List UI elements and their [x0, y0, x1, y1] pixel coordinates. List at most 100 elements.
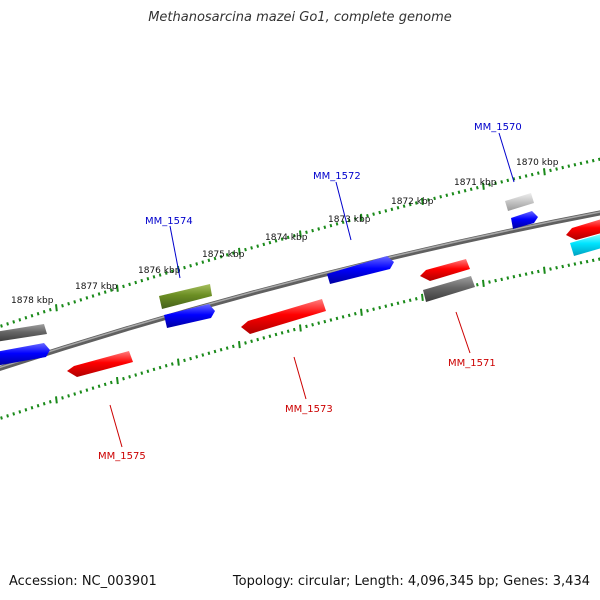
minor-tick: [18, 318, 22, 322]
gene-label-leader: [335, 181, 352, 241]
gene-feature-blue[interactable]: [0, 343, 50, 366]
minor-tick: [445, 193, 449, 198]
minor-tick: [573, 163, 577, 167]
gene-label-leader: [169, 225, 181, 279]
minor-tick: [146, 369, 150, 374]
major-tick: [360, 308, 363, 316]
minor-tick: [274, 332, 278, 337]
minor-tick: [201, 353, 205, 357]
minor-tick: [61, 304, 64, 308]
gene-feature-red[interactable]: [566, 218, 600, 240]
minor-tick: [573, 262, 577, 266]
minor-tick: [24, 316, 28, 320]
tick-label: 1878 kbp: [11, 296, 54, 306]
minor-tick: [305, 230, 308, 235]
minor-tick: [402, 204, 406, 208]
minor-tick: [24, 408, 28, 412]
minor-tick: [189, 264, 192, 268]
minor-tick: [366, 308, 369, 313]
minor-tick: [158, 273, 162, 277]
minor-tick: [317, 321, 321, 325]
minor-tick: [494, 181, 497, 186]
minor-tick: [97, 292, 101, 296]
minor-tick: [536, 269, 540, 274]
gene-feature-gray[interactable]: [0, 324, 47, 342]
gene-feature-blue[interactable]: [164, 304, 215, 328]
minor-tick: [372, 307, 375, 311]
gene-feature-blue-mm-1570[interactable]: [511, 211, 538, 229]
minor-tick: [506, 276, 510, 280]
minor-tick: [384, 209, 388, 213]
minor-tick: [408, 298, 412, 303]
gene-label-mm-1574: MM_1574: [145, 216, 193, 227]
minor-tick: [366, 213, 369, 218]
minor-tick: [262, 242, 266, 247]
minor-tick: [213, 256, 217, 261]
gene-feature-olive[interactable]: [159, 284, 212, 309]
gene-feature-gray[interactable]: [423, 276, 475, 302]
major-tick: [360, 213, 363, 221]
upper-tick-track: [0, 157, 600, 328]
minor-tick: [225, 346, 229, 350]
gene-feature-blue-mm-1572[interactable]: [327, 256, 394, 284]
minor-tick: [30, 314, 34, 318]
genome-stats-text: Topology: circular; Length: 4,096,345 bp…: [232, 574, 590, 589]
minor-tick: [195, 262, 199, 266]
minor-tick: [158, 365, 162, 370]
gene-label-mm-1572: MM_1572: [313, 171, 361, 182]
minor-tick: [305, 324, 308, 329]
gene-feature-red-mm-1571[interactable]: [420, 259, 470, 281]
minor-tick: [414, 297, 418, 301]
minor-tick: [225, 253, 229, 257]
minor-tick: [280, 331, 284, 335]
minor-tick: [91, 294, 95, 298]
minor-tick: [170, 362, 174, 366]
minor-tick: [109, 380, 113, 385]
gene-feature-lightgray[interactable]: [505, 193, 534, 211]
tick-label: 1877 kbp: [75, 282, 118, 292]
major-tick: [482, 279, 485, 287]
gene-feature-red-mm-1575[interactable]: [67, 351, 133, 377]
gene-feature-red-mm-1573[interactable]: [241, 299, 326, 334]
minor-tick: [12, 412, 16, 416]
gene-label-mm-1575: MM_1575: [98, 451, 146, 462]
gene-feature-cyan[interactable]: [570, 233, 600, 256]
minor-tick: [30, 406, 34, 410]
minor-tick: [73, 392, 77, 396]
minor-tick: [122, 376, 125, 381]
minor-tick: [353, 217, 357, 221]
minor-tick: [555, 265, 558, 270]
tick-label: 1876 kbp: [138, 266, 181, 276]
minor-tick: [18, 410, 22, 414]
minor-tick: [268, 334, 272, 338]
major-tick: [116, 284, 119, 292]
minor-tick: [6, 414, 9, 418]
minor-tick: [256, 337, 260, 342]
minor-tick: [183, 265, 186, 270]
minor-tick: [286, 235, 290, 240]
minor-tick: [286, 329, 290, 334]
major-tick: [421, 197, 424, 206]
minor-tick: [390, 302, 394, 307]
minor-tick: [213, 349, 217, 354]
minor-tick: [378, 210, 382, 215]
minor-tick: [561, 264, 565, 269]
major-tick: [299, 230, 302, 238]
minor-tick: [512, 274, 516, 279]
minor-tick: [140, 278, 144, 283]
minor-tick: [67, 302, 70, 306]
minor-tick: [323, 319, 327, 324]
minor-tick: [250, 246, 253, 250]
map-title: Methanosarcina mazei Go1, complete genom…: [148, 10, 452, 25]
tick-label: 1873 kbp: [328, 215, 371, 225]
minor-tick: [469, 187, 473, 191]
minor-tick: [103, 290, 107, 294]
minor-tick: [109, 288, 113, 292]
minor-tick: [591, 258, 595, 263]
minor-tick: [530, 271, 534, 275]
minor-tick: [311, 323, 314, 327]
accession-text: Accession: NC_003901: [9, 574, 157, 589]
tick-label: 1874 kbp: [265, 233, 308, 243]
major-tick: [116, 376, 119, 385]
minor-tick: [335, 316, 339, 321]
